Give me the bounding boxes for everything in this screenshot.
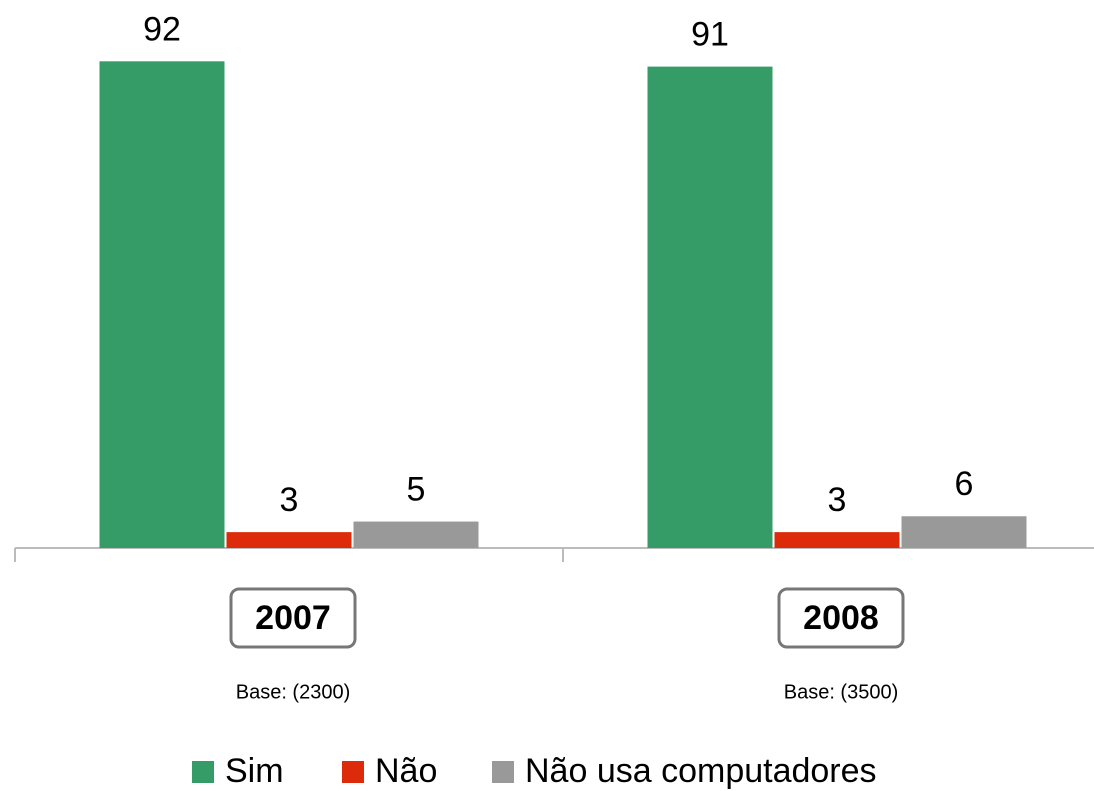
legend-label: Não: [375, 752, 437, 790]
category-note: Base: (3500): [784, 681, 899, 703]
legend-swatch: [192, 761, 214, 783]
category-note: Base: (2300): [236, 681, 351, 703]
x-tick-label: 2007: [255, 599, 331, 637]
category-box: [229, 587, 357, 649]
value-label: 91: [691, 16, 729, 54]
value-label: 92: [143, 10, 181, 48]
x-tick-label: 2008: [803, 599, 879, 637]
value-label: 3: [280, 481, 299, 519]
legend-label: Não usa computadores: [525, 752, 877, 790]
value-label: 6: [955, 465, 974, 503]
category-box: [777, 587, 905, 649]
bar: [99, 61, 225, 548]
value-label: 3: [828, 481, 847, 519]
legend-swatch: [492, 761, 514, 783]
legend-swatch: [342, 761, 364, 783]
bar: [353, 521, 479, 548]
value-label: 5: [407, 471, 426, 509]
bar: [647, 66, 773, 549]
bar: [901, 516, 1027, 548]
bar: [774, 532, 900, 548]
legend-label: Sim: [225, 752, 284, 790]
bar: [226, 532, 352, 548]
